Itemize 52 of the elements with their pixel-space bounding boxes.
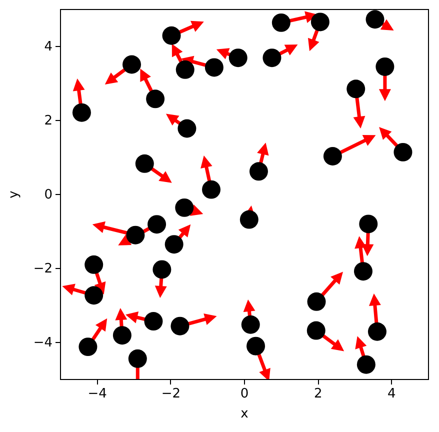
point xyxy=(72,103,91,122)
point xyxy=(146,90,165,108)
point xyxy=(78,338,98,356)
point xyxy=(366,10,384,29)
point xyxy=(84,255,104,274)
x-tick-label: 0 xyxy=(240,386,249,402)
y-axis-title: y xyxy=(6,190,22,198)
point xyxy=(135,154,154,173)
point xyxy=(126,226,145,244)
x-axis-title: x xyxy=(240,406,249,422)
point xyxy=(175,198,194,217)
point xyxy=(368,322,386,341)
point xyxy=(310,12,330,32)
point xyxy=(359,214,378,234)
y-tick-label: 2 xyxy=(44,114,52,128)
point xyxy=(128,349,147,368)
x-tick-label: 2 xyxy=(314,386,322,402)
point xyxy=(202,180,220,199)
y-tick-label: 0 xyxy=(44,188,52,202)
point xyxy=(204,58,224,77)
y-tick-label: 4 xyxy=(44,40,52,54)
y-tick-label: −2 xyxy=(33,262,52,276)
point xyxy=(84,286,104,305)
point xyxy=(272,13,290,32)
point xyxy=(376,57,394,76)
point xyxy=(176,60,194,79)
point xyxy=(394,142,412,162)
point xyxy=(307,292,326,311)
point xyxy=(323,147,342,166)
point xyxy=(240,210,258,229)
point xyxy=(346,80,366,98)
y-tick-label: −4 xyxy=(33,336,52,350)
point xyxy=(354,262,372,281)
point xyxy=(249,162,268,181)
point xyxy=(122,55,142,74)
point xyxy=(228,48,248,68)
point xyxy=(162,26,181,45)
point xyxy=(144,312,163,331)
point xyxy=(356,355,376,374)
point xyxy=(241,315,260,334)
point xyxy=(164,235,184,254)
point xyxy=(246,336,266,356)
point xyxy=(112,326,132,345)
point xyxy=(152,260,172,279)
point xyxy=(262,48,282,68)
x-tick-label: −2 xyxy=(161,386,180,402)
point xyxy=(170,316,190,336)
point xyxy=(306,321,326,340)
x-tick-label: −4 xyxy=(88,386,107,402)
point xyxy=(178,119,196,138)
x-tick-label: 4 xyxy=(388,386,396,402)
point xyxy=(148,215,166,234)
